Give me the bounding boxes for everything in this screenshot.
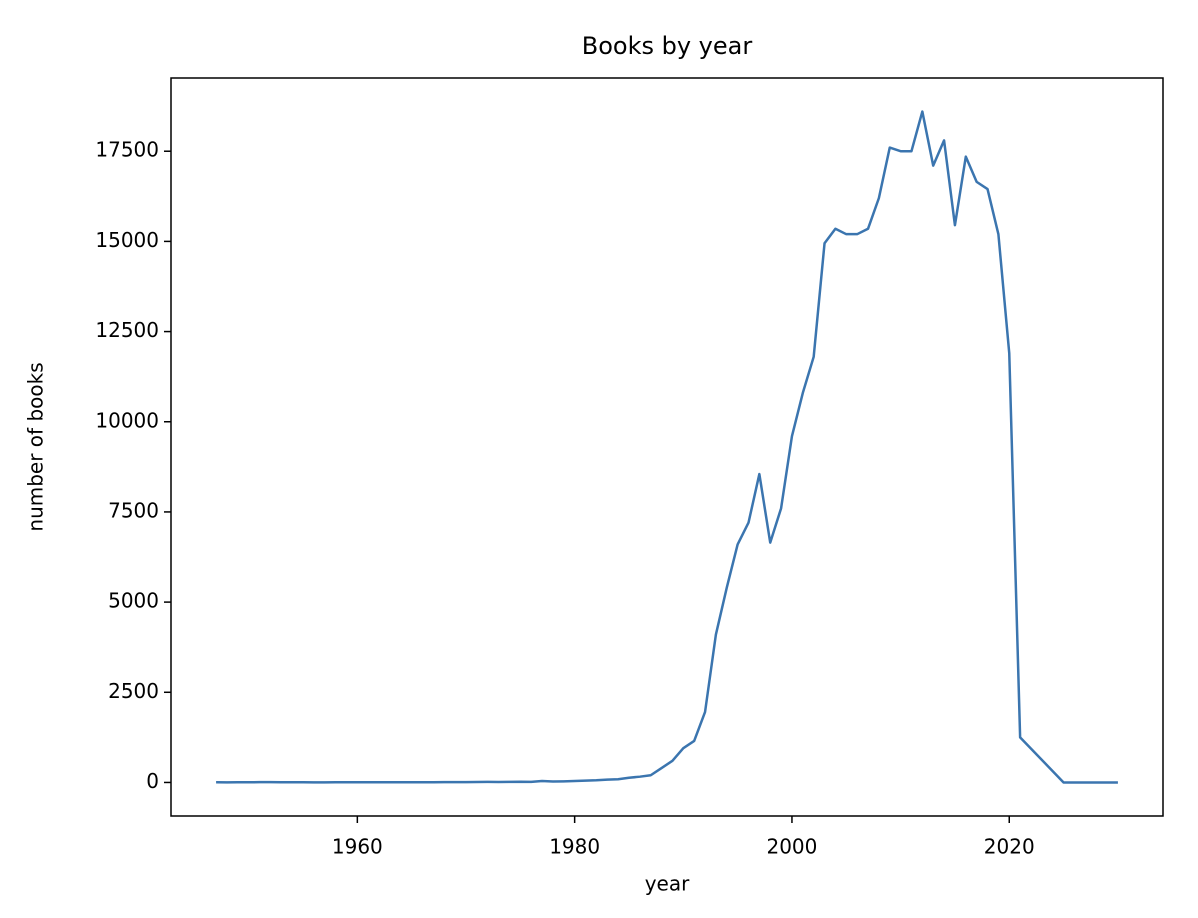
x-tick-label: 2020 — [984, 835, 1035, 859]
y-tick-label: 7500 — [108, 498, 159, 522]
y-tick-label: 12500 — [95, 318, 159, 342]
y-tick-label: 17500 — [95, 138, 159, 162]
y-tick-label: 5000 — [108, 589, 159, 613]
y-axis-label: number of books — [24, 362, 48, 531]
x-axis-label: year — [645, 872, 690, 896]
x-tick-label: 1960 — [332, 835, 383, 859]
data-line — [216, 110, 1118, 784]
y-tick-label: 0 — [146, 769, 159, 793]
y-tick-label: 2500 — [108, 679, 159, 703]
x-tick-label: 2000 — [766, 835, 817, 859]
y-tick-label: 10000 — [95, 408, 159, 432]
plot-frame — [170, 77, 1164, 817]
y-tick-label: 15000 — [95, 228, 159, 252]
chart-title: Books by year — [582, 32, 753, 60]
x-tick-label: 1980 — [549, 835, 600, 859]
